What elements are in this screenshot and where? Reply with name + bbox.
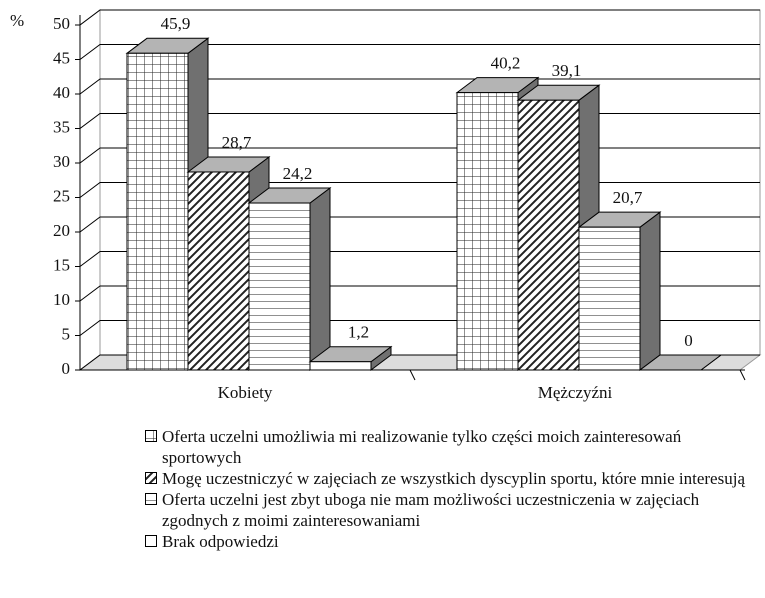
x-tick [409, 369, 416, 381]
grid-line [79, 78, 760, 95]
bar-top [638, 354, 723, 371]
x-tick-label: Kobiety [218, 383, 273, 402]
y-tick-label: 50 [53, 14, 70, 33]
legend-entry: Oferta uczelni umożliwia mi realizowanie… [145, 426, 765, 468]
y-tick-label: 10 [53, 290, 70, 309]
bar [517, 99, 580, 371]
value-label: 1,2 [348, 323, 369, 342]
grid-line [79, 9, 760, 26]
bar [248, 202, 311, 371]
bar-side [639, 211, 661, 371]
legend-swatch [145, 472, 157, 484]
y-tick-label: 45 [53, 48, 70, 67]
y-tick-label: 5 [62, 324, 71, 343]
value-label: 39,1 [552, 61, 582, 80]
y-axis-label: % [10, 11, 24, 30]
legend-label: Oferta uczelni jest zbyt uboga nie mam m… [162, 490, 700, 530]
x-tick [739, 369, 746, 381]
legend-swatch [145, 430, 157, 442]
value-label: 24,2 [283, 164, 313, 183]
y-tick-label: 0 [62, 359, 71, 378]
y-tick-label: 30 [53, 152, 70, 171]
bar [187, 171, 250, 371]
y-tick-label: 35 [53, 117, 70, 136]
value-label: 45,9 [161, 14, 191, 33]
legend-label: Brak odpowiedzi [162, 532, 279, 551]
bar [126, 52, 189, 371]
legend: Oferta uczelni umożliwia mi realizowanie… [145, 426, 765, 552]
value-label: 20,7 [613, 188, 643, 207]
legend-label: Mogę uczestniczyć w zajęciach ze wszystk… [162, 469, 745, 488]
value-label: 28,7 [222, 133, 252, 152]
legend-entry: Mogę uczestniczyć w zajęciach ze wszystk… [145, 468, 765, 489]
bar [578, 226, 641, 371]
y-tick-label: 20 [53, 221, 70, 240]
grid-line [79, 44, 760, 60]
bar-side [309, 187, 331, 371]
y-tick-label: 40 [53, 83, 70, 102]
y-tick-label: 25 [53, 186, 70, 205]
legend-entry: Brak odpowiedzi [145, 531, 765, 552]
legend-entry: Oferta uczelni jest zbyt uboga nie mam m… [145, 489, 765, 531]
x-tick-label: Mężczyźni [538, 383, 613, 402]
value-label: 0 [684, 331, 693, 350]
bar [456, 92, 519, 371]
value-label: 40,2 [491, 54, 521, 73]
legend-swatch [145, 535, 157, 547]
y-tick-label: 15 [53, 255, 70, 274]
bar [309, 361, 372, 371]
legend-swatch [145, 493, 157, 505]
legend-label: Oferta uczelni umożliwia mi realizowanie… [162, 427, 682, 467]
chart: % 0 5 10 15 20 25 30 35 40 45 50 Kobiety 45,9 28,7 24,… [10, 9, 762, 402]
